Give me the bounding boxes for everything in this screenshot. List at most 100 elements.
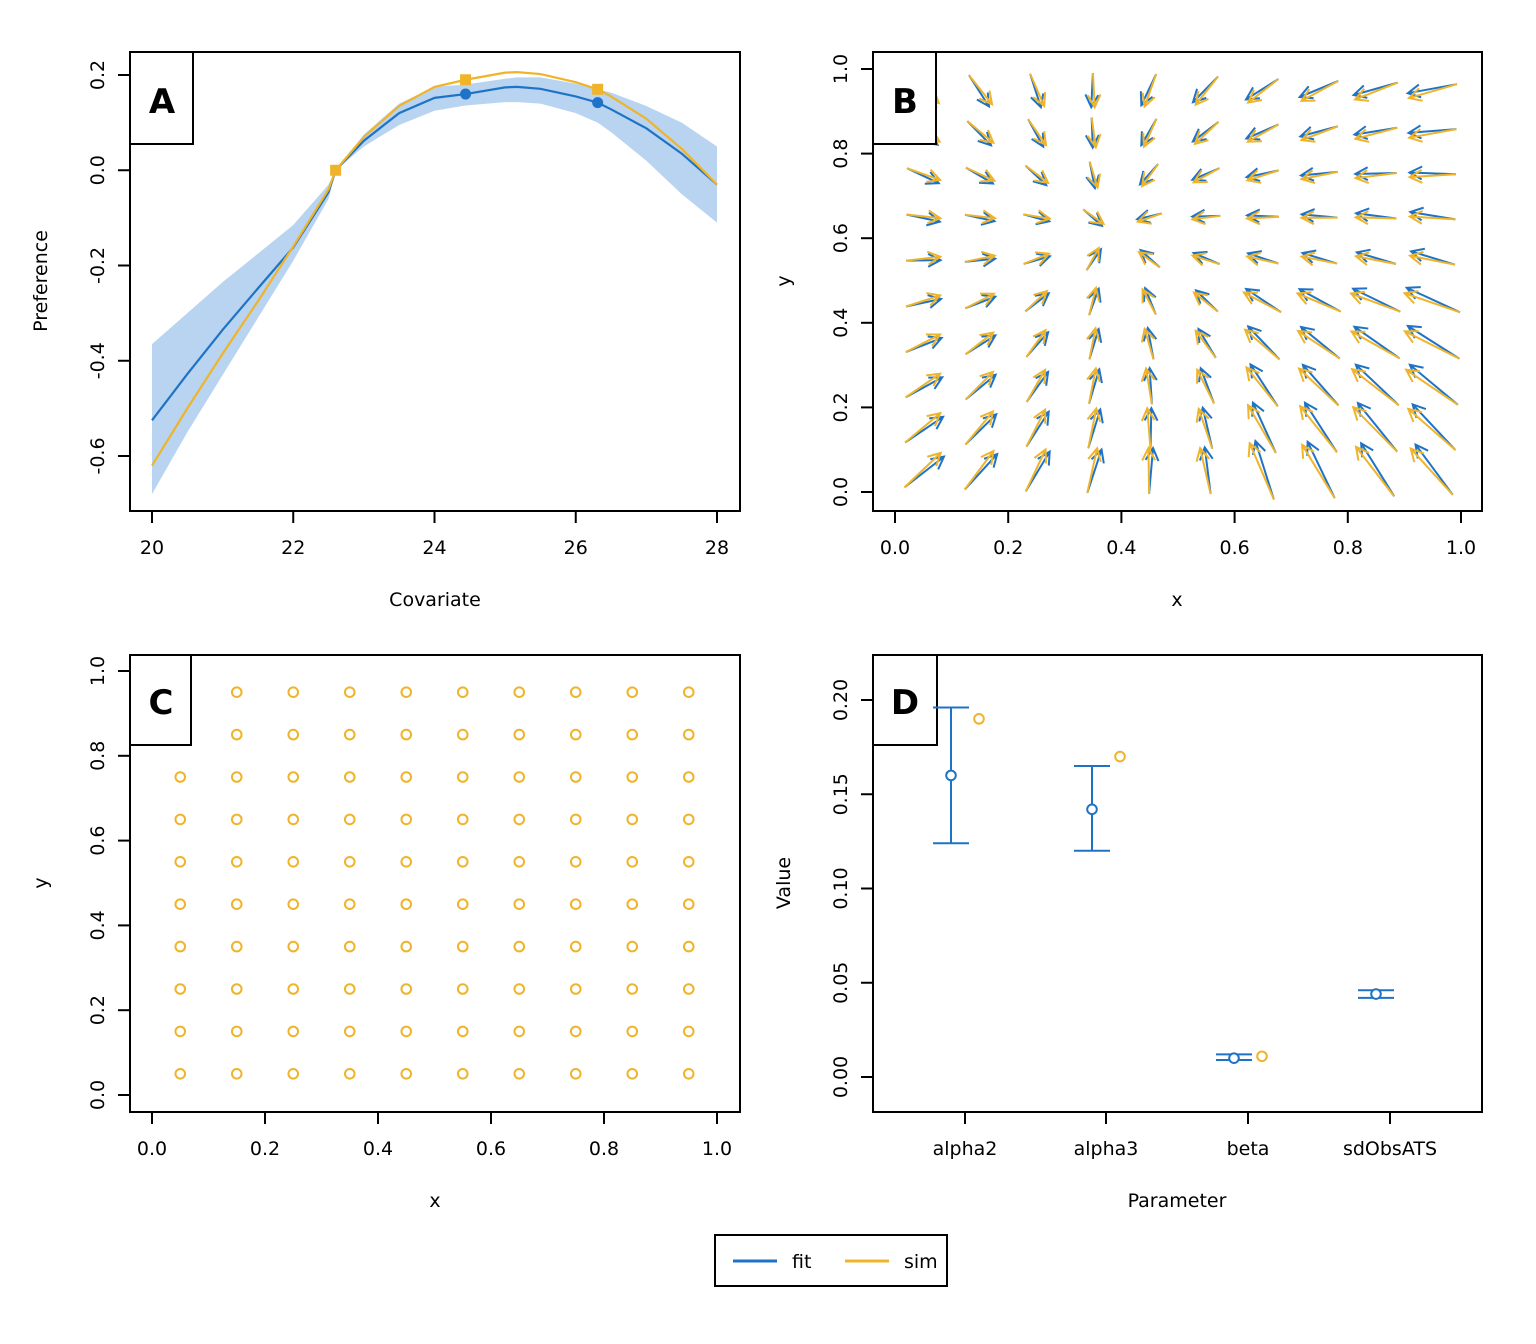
panel-d-y-tick-label: 0.05	[830, 962, 852, 1004]
sim-arrow	[964, 292, 996, 310]
sim-arrow	[1247, 441, 1275, 500]
fit-point	[460, 88, 472, 100]
panel-b-xlabel: x	[1171, 589, 1182, 611]
sim-location-point	[569, 940, 582, 953]
sim-arrow	[1086, 326, 1101, 360]
sim-location-point	[400, 1068, 413, 1080]
sim-arrow	[1086, 73, 1102, 110]
fit-estimate-point	[945, 769, 957, 782]
panel-b-y-tick-label: 0.8	[830, 138, 852, 168]
sim-location-point	[287, 1068, 300, 1080]
panel-a-x-tick-label: 22	[281, 537, 305, 559]
sim-arrow	[906, 209, 943, 225]
panel-c-x-tick-label: 0.0	[137, 1138, 167, 1160]
sim-arrow	[1299, 210, 1338, 226]
sim-location-point	[230, 813, 243, 826]
sim-arrow	[1296, 329, 1341, 360]
sim-location-point	[456, 898, 469, 911]
sim-arrow	[963, 449, 995, 491]
sim-location-point	[400, 771, 413, 783]
sim-arrow	[1085, 285, 1101, 316]
sim-arrow	[1407, 209, 1456, 225]
sim-location-point	[513, 1068, 526, 1080]
sim-location-point	[513, 813, 526, 826]
sim-arrow	[964, 409, 995, 446]
sim-arrow	[1085, 246, 1100, 271]
panel-d-y-tick-label: 0.10	[830, 867, 852, 909]
sim-location-point	[626, 940, 639, 953]
panel-a-marks	[151, 71, 718, 495]
sim-arrow	[1353, 210, 1397, 225]
sim-arrow	[1196, 367, 1215, 404]
sim-location-point	[400, 686, 413, 699]
sim-arrow	[1086, 366, 1101, 404]
panel-d-frame	[872, 654, 1483, 1113]
sim-location-point	[682, 686, 695, 699]
sim-arrow	[1245, 169, 1280, 184]
sim-arrow	[965, 166, 997, 183]
sim-location-point	[400, 728, 413, 741]
panel-d-xlabel: Parameter	[1128, 1190, 1227, 1212]
panel-c-xlabel: x	[429, 1190, 440, 1212]
sim-arrow	[1023, 251, 1051, 266]
sim-arrow	[1246, 78, 1280, 104]
sim-location-point	[513, 1025, 526, 1038]
fit-line	[151, 85, 718, 421]
sim-location-point	[513, 728, 526, 741]
sim-arrow	[1024, 447, 1048, 492]
sim-location-point	[343, 898, 356, 911]
panel-d-category-label: sdObsATS	[1343, 1138, 1437, 1160]
sim-location-point	[513, 771, 526, 783]
sim-location-point	[174, 856, 187, 868]
sim-arrow	[1140, 366, 1156, 405]
sim-location-point	[230, 983, 243, 995]
sim-location-point	[456, 771, 469, 783]
panel-c-x-tick-label: 0.2	[250, 1138, 280, 1160]
sim-arrow	[1086, 446, 1102, 494]
sim-arrow	[1297, 367, 1340, 407]
panel-a-y-tick-label: 0.2	[87, 60, 109, 90]
sim-location-point	[174, 898, 187, 911]
sim-arrow	[1353, 169, 1397, 184]
sim-arrow	[905, 333, 942, 353]
sim-location-point	[456, 728, 469, 741]
sim-point	[330, 164, 342, 176]
sim-location-point	[456, 856, 469, 868]
panel-c-y-tick-label: 0.2	[87, 995, 109, 1025]
sim-location-point	[400, 983, 413, 995]
sim-arrow	[1029, 73, 1047, 108]
sim-true-value-point	[1256, 1050, 1268, 1063]
panel-d-axes: alpha2 alpha3 beta sdObsATS 0.00 0.05 0.10 0.15…	[830, 679, 1437, 1160]
sim-arrow	[1140, 326, 1156, 360]
sim-arrow	[1406, 407, 1457, 451]
panel-b-tag-box	[872, 51, 937, 145]
legend-sim-label: sim	[904, 1251, 938, 1273]
panel-a-x-tick-label: 24	[422, 537, 446, 559]
sim-location-point	[174, 983, 187, 995]
panel-b-x-tick-label: 0.4	[1106, 537, 1136, 559]
panel-d-tag: D	[891, 683, 919, 723]
sim-arrow	[906, 167, 943, 183]
panel-a-x-tick-label: 28	[705, 537, 729, 559]
sim-arrow	[1086, 406, 1102, 449]
sim-location-point	[287, 983, 300, 995]
sim-arrow	[1295, 291, 1342, 313]
sim-arrow	[1353, 251, 1397, 266]
panel-b-x-tick-label: 0.2	[993, 537, 1023, 559]
sim-arrow	[964, 370, 995, 401]
sim-arrow	[1025, 407, 1047, 448]
sim-arrow	[1192, 291, 1219, 313]
panel-c-y-tick-label: 0.8	[87, 741, 109, 771]
sim-arrow	[1027, 118, 1048, 147]
sim-location-point	[343, 1025, 356, 1038]
sim-location-point	[626, 771, 639, 783]
sim-location-point	[287, 813, 300, 826]
sim-location-point	[287, 771, 300, 783]
sim-location-point	[513, 983, 526, 995]
sim-arrow	[1349, 330, 1401, 360]
sim-arrow	[1194, 75, 1219, 107]
panel-c: C 0.0 0.2 0.4 0.6 0.8 1.0 0.0 0.2 0.4 0.6 0.8 1.0 x…	[30, 654, 741, 1212]
sim-arrow	[1406, 83, 1458, 102]
panel-c-x-tick-label: 0.4	[363, 1138, 393, 1160]
sim-arrow	[1141, 73, 1158, 109]
